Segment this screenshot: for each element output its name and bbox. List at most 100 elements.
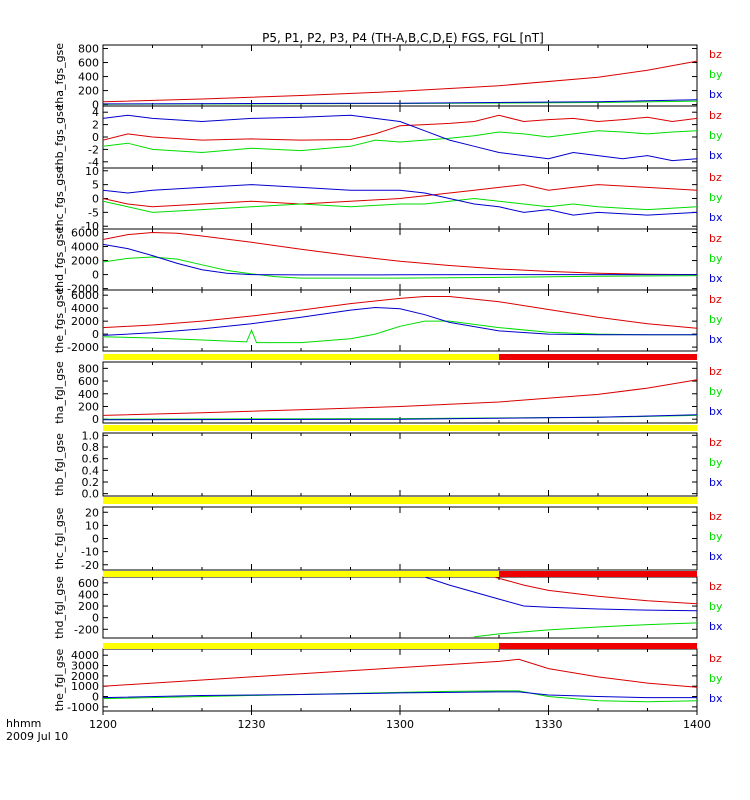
series-bx-line <box>103 184 697 216</box>
legend-bz: bz <box>709 109 722 122</box>
legend-bx: bx <box>709 692 723 705</box>
y-tick-label: 1.0 <box>82 429 100 442</box>
legend-bx: bx <box>709 88 723 101</box>
series-bz-line <box>103 296 697 329</box>
legend-bx: bx <box>709 550 723 563</box>
y-tick-label: 6000 <box>71 289 99 302</box>
y-tick-label: -2 <box>88 143 99 156</box>
y-tick-label: 0 <box>92 691 99 704</box>
y-tick-label: -10 <box>81 220 99 233</box>
legend-by: by <box>709 68 723 81</box>
flag-bar-segment <box>103 497 697 504</box>
series-bx-line <box>103 243 697 276</box>
legend-bz: bz <box>709 232 722 245</box>
series-by-line <box>103 320 697 344</box>
y-tick-label: -2000 <box>67 341 99 354</box>
legend-by: by <box>709 530 723 543</box>
legend-bz: bz <box>709 48 722 61</box>
legend-bz: bz <box>709 293 722 306</box>
y-axis-label: tha_fgs_gse <box>53 43 66 108</box>
panel-frame <box>102 289 698 352</box>
y-tick-label: -20 <box>81 559 99 572</box>
y-tick-label: 4 <box>92 106 99 119</box>
y-tick-label: 0.6 <box>82 453 100 466</box>
flag-bar-segment <box>499 643 697 649</box>
panel-frame <box>102 228 698 291</box>
x-axis-label-date: 2009 Jul 10 <box>6 730 68 743</box>
y-tick-label: 800 <box>78 362 99 375</box>
y-tick-label: 0 <box>92 413 99 426</box>
x-tick-label: 1230 <box>238 718 266 731</box>
legend-bx: bx <box>709 211 723 224</box>
legend-bx: bx <box>709 149 723 162</box>
series-bz-line <box>103 658 697 688</box>
panel-7: 0.00.20.40.60.81.0 thb_fgl_gse bz by bx <box>53 429 723 500</box>
x-tick-label: 1200 <box>89 718 117 731</box>
y-tick-label: 3000 <box>71 660 99 673</box>
y-tick-label: 0.4 <box>82 464 100 477</box>
flag-bar-segment <box>103 425 697 431</box>
y-tick-label: 600 <box>78 57 99 70</box>
legend-by: by <box>709 191 723 204</box>
legend-bx: bx <box>709 405 723 418</box>
legend-by: by <box>709 456 723 469</box>
y-tick-label: 2 <box>92 119 99 132</box>
y-tick-label: 600 <box>78 375 99 388</box>
y-tick-label: 6000 <box>71 227 99 240</box>
x-tick-label: 1330 <box>535 718 563 731</box>
legend-bz: bz <box>709 171 722 184</box>
y-tick-label: 4000 <box>71 302 99 315</box>
y-tick-label: 200 <box>78 85 99 98</box>
y-tick-label: 0 <box>92 612 99 625</box>
series-bz-line <box>103 114 697 141</box>
legend-bx: bx <box>709 620 723 633</box>
y-tick-label: 0.8 <box>82 441 100 454</box>
y-tick-label: 0 <box>92 193 99 206</box>
x-tick-label: 1400 <box>683 718 711 731</box>
y-axis-label: thb_fgl_gse <box>53 433 66 496</box>
y-tick-label: -10 <box>81 546 99 559</box>
y-tick-label: 200 <box>78 600 99 613</box>
panel-frame <box>102 648 698 712</box>
y-tick-label: 0 <box>92 131 99 144</box>
flag-bars-group <box>103 354 697 649</box>
series-by-line <box>103 256 697 279</box>
y-tick-label: 800 <box>78 43 99 56</box>
y-tick-label: 400 <box>78 588 99 601</box>
flag-bar-segment <box>103 571 499 577</box>
y-tick-label: 5 <box>92 179 99 192</box>
y-tick-label: -200 <box>74 623 99 636</box>
flag-bar-segment <box>103 354 499 360</box>
y-tick-label: 2000 <box>71 670 99 683</box>
series-by-line <box>103 130 697 154</box>
y-axis-label: thd_fgs_gse <box>53 227 66 293</box>
y-axis-label: thc_fgl_gse <box>53 507 66 569</box>
y-tick-label: 1000 <box>71 680 99 693</box>
legend-by: by <box>709 385 723 398</box>
y-tick-label: 10 <box>85 165 99 178</box>
y-tick-label: 400 <box>78 388 99 401</box>
series-bx-line <box>103 99 697 105</box>
series-by-line <box>103 197 697 213</box>
y-tick-label: 20 <box>85 506 99 519</box>
y-tick-label: 600 <box>78 577 99 590</box>
legend-bz: bz <box>709 436 722 449</box>
legend-bz: bz <box>709 580 722 593</box>
plot-title: P5, P1, P2, P3, P4 (TH-A,B,C,D,E) FGS, F… <box>262 31 544 45</box>
y-tick-label: 400 <box>78 71 99 84</box>
y-axis-label: thb_fgs_gse <box>53 104 66 170</box>
flag-bar-segment <box>499 354 697 360</box>
y-tick-label: 0.0 <box>82 488 100 501</box>
series-bz-line <box>103 231 697 276</box>
y-axis-label: thd_fgl_gse <box>53 576 66 639</box>
flag-bar-segment <box>103 643 499 649</box>
y-axis-label: the_fgs_gse <box>53 288 66 353</box>
